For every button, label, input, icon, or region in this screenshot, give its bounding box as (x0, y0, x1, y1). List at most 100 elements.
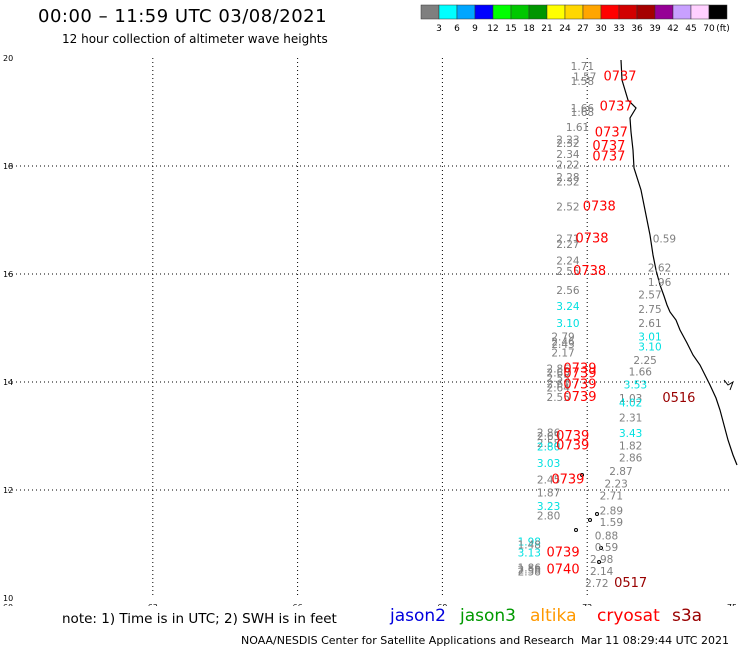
pass-time-label: 0739 (563, 367, 596, 382)
swh-label: 2.55 (556, 266, 579, 278)
swh-label: 2.31 (619, 412, 642, 424)
swh-label: 3.23 (537, 501, 560, 513)
colorbar-label: 36 (631, 24, 643, 34)
legend-cryosat: cryosat (597, 606, 660, 626)
pass-time-label: 0739 (556, 429, 589, 444)
swh-label: 1.98 (518, 537, 541, 549)
swh-label: 2.61 (638, 318, 661, 330)
swh-label: 2.62 (648, 262, 671, 274)
colorbar-label: 27 (577, 24, 588, 34)
swh-label: 0.59 (653, 234, 676, 246)
altimeter-map: 60 63 66 69 72 75 10 12 14 16 18 20 1.711.571.58 1.66… (3, 54, 738, 606)
colorbar-label: 6 (454, 24, 460, 34)
swh-label: 3.03 (537, 458, 560, 470)
lon-tick-label: 69 (437, 603, 447, 606)
pass-time-label: 0737 (600, 99, 633, 114)
swh-label: 2.14 (590, 566, 614, 578)
swh-label: 2.46 (551, 336, 575, 348)
swh-label: 2.80 (537, 442, 560, 454)
colorbar-label: 9 (472, 24, 478, 34)
swh-label: 1.59 (600, 517, 623, 529)
swh-label: 1.48 (518, 539, 541, 551)
swh-label: 3.53 (624, 379, 647, 391)
pass-time-label: 0739 (551, 473, 584, 488)
colorbar-label: 33 (613, 24, 624, 34)
colorbar-label: 3 (436, 24, 442, 34)
lon-tick-label: 63 (148, 603, 158, 606)
pass-time-label: 0517 (614, 576, 647, 591)
swh-label: 3.24 (556, 301, 580, 313)
swh-label: 2.32 (556, 176, 579, 188)
lat-tick-label: 18 (3, 162, 13, 171)
swh-label: 1.66 (571, 103, 595, 115)
swh-label: 1.61 (566, 122, 589, 134)
lat-tick-label: 12 (3, 486, 13, 495)
colorbar-label: 24 (559, 24, 571, 34)
swh-label: 2.17 (551, 348, 574, 360)
colorbar-label: 15 (505, 24, 516, 34)
lat-tick-label: 14 (3, 378, 13, 387)
swh-label: 2.86 (537, 428, 561, 440)
lat-tick-label: 16 (3, 270, 13, 279)
pass-time-label: 0738 (583, 199, 616, 214)
swh-label: 2.65 (547, 368, 570, 380)
swh-label: 2.55 (547, 373, 570, 385)
swh-label: 2.23 (604, 478, 627, 490)
pass-time-label: 0737 (592, 139, 625, 154)
island (580, 473, 584, 477)
swh-label: 2.57 (638, 289, 661, 301)
pass-time-label: 0516 (662, 391, 695, 406)
swh-label: 1.96 (648, 277, 672, 289)
swh-label: 2.43 (551, 339, 574, 351)
colorbar-label: (ft) (716, 24, 730, 34)
lon-tick-label: 72 (582, 603, 592, 606)
pass-time-label: 0740 (547, 563, 580, 578)
swh-label: 2.64 (547, 383, 571, 395)
swh-label: 1.86 (518, 563, 542, 575)
swh-label: 2.25 (633, 355, 656, 367)
swh-label: 2.24 (556, 255, 580, 267)
swh-label: 2.56 (556, 285, 580, 297)
colorbar-label: 18 (523, 24, 535, 34)
swh-label: 2.86 (547, 363, 571, 375)
swh-label: 1.68 (571, 107, 594, 119)
legend-s3a: s3a (672, 606, 703, 626)
swh-label: 2.86 (619, 452, 643, 464)
swh-label: 2.34 (556, 149, 580, 161)
island (595, 512, 599, 516)
swh-label: 2.80 (537, 511, 560, 523)
pass-time-label: 0739 (563, 361, 596, 376)
lon-tick-label: 60 (3, 603, 13, 606)
lat-tick-label: 20 (3, 54, 13, 63)
swh-label: 2.58 (537, 438, 560, 450)
swh-label: 3.10 (638, 342, 661, 354)
swh-label: 2.28 (556, 172, 579, 184)
swh-label: 2.71 (556, 234, 579, 246)
footer-note: note: 1) Time is in UTC; 2) SWH is in fe… (62, 611, 337, 627)
colorbar-label: 42 (667, 24, 678, 34)
swh-label: 1.57 (573, 72, 596, 84)
swh-label: 2.71 (600, 491, 623, 503)
swh-label: 2.58 (518, 566, 541, 578)
swh-label: 2.52 (556, 201, 579, 213)
coastline (620, 59, 738, 466)
swh-label: 1.03 (619, 393, 642, 405)
legend-jason2: jason2 (390, 606, 446, 626)
pass-time-label: 0737 (603, 70, 636, 85)
generation-timestamp: Mar 11 08:29:44 UTC 2021 (581, 634, 729, 647)
swh-label: 1.58 (571, 76, 594, 88)
pass-time-label: 0737 (592, 150, 625, 165)
island (574, 528, 578, 532)
colorbar-label: 30 (595, 24, 607, 34)
colorbar-label: 39 (649, 24, 661, 34)
colorbar-label: 12 (487, 24, 498, 34)
pass-time-label: 0737 (595, 125, 628, 140)
swh-label: 1.82 (619, 441, 642, 453)
swh-label: 3.43 (619, 428, 642, 440)
swh-label: 0.88 (595, 531, 618, 543)
swh-label: 2.32 (556, 138, 579, 150)
coast-detail (723, 379, 734, 391)
lat-tick-label: 10 (3, 594, 13, 603)
wave-height-colorbar: 3 6 9 12 15 18 21 24 27 30 33 36 39 42 45 70 (ft) (420, 4, 730, 34)
swh-label: 2.61 (547, 378, 570, 390)
